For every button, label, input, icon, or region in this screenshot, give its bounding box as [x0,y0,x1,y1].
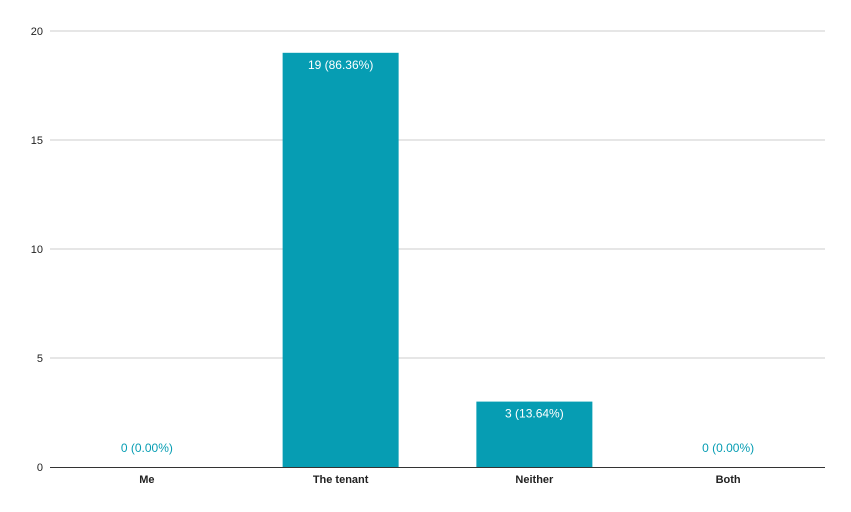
grid-lines [50,30,825,359]
y-tick-label: 10 [31,244,43,256]
data-label: 0 (0.00%) [702,441,754,455]
data-label: 19 (86.36%) [308,58,373,72]
category-label: The tenant [313,474,369,486]
category-label: Me [139,474,154,486]
data-label: 3 (13.64%) [505,407,564,421]
y-tick-label: 0 [37,462,43,474]
y-tick-label: 5 [37,353,43,365]
category-labels: Me The tenant Neither Both [139,474,741,486]
bar [282,52,399,468]
y-tick-labels: 0 5 10 15 20 [31,26,43,474]
bars [282,52,593,468]
category-label: Both [716,474,741,486]
bar [476,401,593,467]
y-tick-label: 20 [31,26,43,38]
data-label: 0 (0.00%) [121,441,173,455]
category-label: Neither [515,474,554,486]
y-tick-label: 15 [31,135,43,147]
data-labels: 0 (0.00%) 19 (86.36%) 3 (13.64%) 0 (0.00%) [121,58,754,455]
